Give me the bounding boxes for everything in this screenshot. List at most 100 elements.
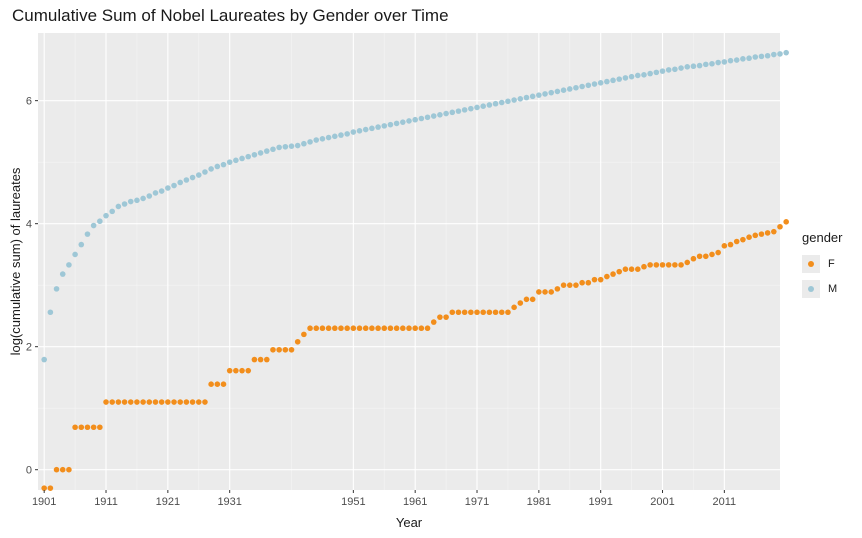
data-point-f <box>764 230 771 236</box>
x-tick-label: 2011 <box>713 496 737 508</box>
data-point-m <box>696 62 703 69</box>
legend-key-f <box>802 254 820 273</box>
data-point-m <box>263 148 270 154</box>
legend-title: gender <box>802 230 843 245</box>
data-point-m <box>165 185 171 191</box>
data-point-m <box>740 56 746 62</box>
data-point-m <box>400 119 406 125</box>
data-point-m <box>418 115 425 122</box>
x-tick-label: 1991 <box>588 496 612 508</box>
data-point-f <box>220 381 227 388</box>
data-point-f <box>449 309 456 316</box>
data-point-f <box>152 399 159 405</box>
data-point-f <box>634 266 641 272</box>
data-point-m <box>90 222 97 229</box>
data-point-m <box>338 132 344 138</box>
data-point-f <box>195 399 202 405</box>
data-point-m <box>777 51 783 57</box>
x-tick-label: 1961 <box>403 496 427 508</box>
data-point-f <box>344 325 350 332</box>
data-point-m <box>53 286 60 292</box>
data-point-m <box>703 61 709 68</box>
data-point-f <box>325 325 332 332</box>
data-point-f <box>47 485 54 491</box>
data-point-m <box>134 197 140 204</box>
data-point-m <box>301 140 307 147</box>
x-tick-label: 1971 <box>465 496 489 508</box>
data-point-m <box>233 157 239 164</box>
data-point-m <box>573 84 579 91</box>
data-point-f <box>115 399 122 405</box>
data-point-m <box>480 103 487 109</box>
data-point-m <box>511 97 517 103</box>
data-point-f <box>313 325 320 332</box>
data-point-f <box>659 262 666 268</box>
data-point-m <box>653 69 660 76</box>
data-point-m <box>610 77 616 84</box>
data-point-f <box>307 325 313 332</box>
data-point-f <box>721 243 728 249</box>
data-point-m <box>709 60 715 67</box>
data-point-f <box>641 263 647 270</box>
data-point-m <box>177 179 184 186</box>
data-point-m <box>597 80 604 86</box>
data-point-f <box>542 289 548 295</box>
data-point-f <box>579 279 585 286</box>
data-point-m <box>566 86 573 92</box>
data-point-m <box>560 87 567 94</box>
data-point-m <box>616 76 623 82</box>
data-point-m <box>498 99 505 106</box>
data-point-m <box>356 127 363 134</box>
data-point-f <box>771 228 777 235</box>
data-point-m <box>424 114 431 121</box>
data-point-f <box>393 325 400 332</box>
data-point-f <box>257 356 264 363</box>
data-point-f <box>480 309 487 316</box>
data-point-m <box>214 163 221 170</box>
data-point-f <box>783 219 789 225</box>
data-point-f <box>468 309 474 316</box>
data-point-f <box>678 262 684 268</box>
data-points <box>41 49 789 491</box>
data-point-m <box>455 108 462 114</box>
data-point-m <box>604 78 610 85</box>
data-point-f <box>165 399 171 405</box>
data-point-f <box>461 309 468 316</box>
data-point-m <box>257 150 264 156</box>
legend: gender F M <box>802 230 842 301</box>
data-point-f <box>109 399 115 405</box>
data-point-f <box>319 325 326 332</box>
data-point-m <box>72 251 78 258</box>
data-point-m <box>158 188 165 194</box>
data-point-m <box>97 218 103 225</box>
data-point-f <box>591 276 598 283</box>
data-point-m <box>430 113 437 119</box>
data-point-f <box>536 289 542 295</box>
data-point-m <box>764 52 771 59</box>
series-f <box>41 219 789 491</box>
data-point-f <box>758 231 765 237</box>
data-point-f <box>202 399 208 405</box>
data-point-m <box>492 100 499 107</box>
data-point-m <box>171 182 177 189</box>
legend-dot-f <box>808 260 814 267</box>
data-point-m <box>202 169 208 175</box>
data-point-f <box>523 296 530 303</box>
data-point-f <box>103 399 109 405</box>
data-point-f <box>684 259 691 266</box>
data-point-m <box>344 131 350 137</box>
data-point-m <box>758 53 765 60</box>
data-point-f <box>140 399 146 405</box>
data-point-f <box>350 325 357 332</box>
data-point-m <box>140 195 146 202</box>
data-point-m <box>288 143 295 149</box>
data-point-f <box>263 356 270 363</box>
data-point-f <box>560 282 567 288</box>
data-point-m <box>325 134 332 141</box>
legend-label-f: F <box>828 257 835 270</box>
grid-major <box>38 33 780 490</box>
data-point-m <box>78 241 85 248</box>
data-point-m <box>47 309 54 316</box>
data-point-m <box>443 110 449 117</box>
data-point-f <box>672 262 678 268</box>
